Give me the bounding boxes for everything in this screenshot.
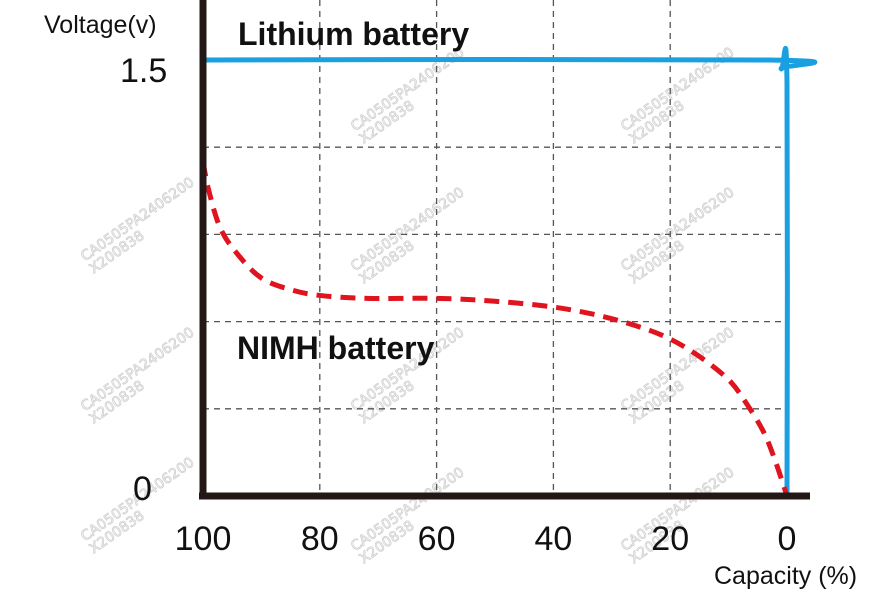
series-layer [200, 46, 818, 499]
x-tick-labels: 100 80 60 40 20 0 [175, 520, 797, 558]
y-tick-1-5: 1.5 [120, 52, 167, 90]
x-tick-label: 100 [175, 520, 232, 558]
y-tick-0: 0 [133, 470, 152, 508]
x-tick-label: 80 [301, 520, 339, 558]
svg-text:CA0505PA2406200: CA0505PA2406200 [78, 325, 197, 415]
series-label-lithium: Lithium battery [238, 16, 469, 52]
x-tick-label: 0 [778, 520, 797, 558]
x-axis-label: Capacity (%) [714, 562, 857, 590]
svg-text:CA0505PA2406200: CA0505PA2406200 [618, 185, 737, 275]
x-tick-label: 60 [418, 520, 456, 558]
series-line-nimh [200, 161, 790, 497]
grid [203, 0, 787, 496]
y-axis-label: Voltage(v) [44, 11, 157, 39]
x-tick-label: 20 [651, 520, 689, 558]
series-label-nimh: NIMH battery [237, 330, 435, 366]
svg-text:CA0505PA2406200: CA0505PA2406200 [78, 175, 197, 265]
series-line-lithium [200, 46, 818, 499]
x-tick-label: 40 [534, 520, 572, 558]
axes [199, 0, 810, 500]
svg-text:CA0505PA2406200: CA0505PA2406200 [348, 185, 467, 275]
